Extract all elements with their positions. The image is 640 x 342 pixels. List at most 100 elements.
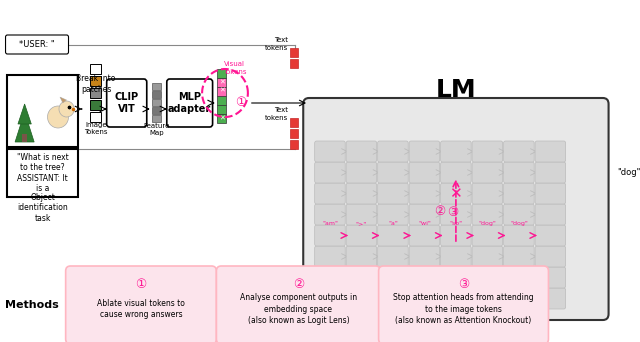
FancyBboxPatch shape: [472, 246, 502, 267]
Circle shape: [65, 104, 72, 112]
FancyBboxPatch shape: [472, 225, 502, 246]
FancyBboxPatch shape: [346, 183, 377, 204]
FancyBboxPatch shape: [440, 225, 471, 246]
Text: Break into
patches: Break into patches: [77, 74, 116, 94]
FancyBboxPatch shape: [217, 114, 227, 122]
FancyBboxPatch shape: [440, 204, 471, 225]
FancyBboxPatch shape: [440, 183, 471, 204]
FancyBboxPatch shape: [504, 267, 534, 288]
Text: "am": "am": [322, 221, 338, 226]
Text: ①: ①: [136, 278, 147, 291]
Text: Analyse component outputs in
embedding space
(also known as Logit Lens): Analyse component outputs in embedding s…: [240, 293, 357, 325]
FancyBboxPatch shape: [90, 100, 101, 110]
Text: Feature
Map: Feature Map: [143, 122, 170, 135]
FancyBboxPatch shape: [378, 183, 408, 204]
FancyBboxPatch shape: [535, 288, 566, 309]
FancyBboxPatch shape: [315, 267, 345, 288]
FancyBboxPatch shape: [315, 162, 345, 183]
Bar: [22, 134, 28, 142]
FancyBboxPatch shape: [152, 107, 161, 114]
FancyBboxPatch shape: [315, 141, 345, 162]
FancyBboxPatch shape: [346, 204, 377, 225]
Text: Visual
Tokens: Visual Tokens: [223, 62, 246, 75]
FancyBboxPatch shape: [504, 162, 534, 183]
FancyBboxPatch shape: [409, 267, 440, 288]
FancyBboxPatch shape: [346, 162, 377, 183]
Text: Image
Tokens: Image Tokens: [84, 122, 108, 135]
FancyBboxPatch shape: [107, 79, 147, 127]
FancyBboxPatch shape: [472, 267, 502, 288]
FancyBboxPatch shape: [440, 141, 471, 162]
FancyBboxPatch shape: [216, 266, 381, 342]
FancyBboxPatch shape: [535, 267, 566, 288]
Text: "a": "a": [388, 221, 398, 226]
Text: "so": "so": [449, 221, 463, 226]
FancyBboxPatch shape: [472, 288, 502, 309]
FancyBboxPatch shape: [8, 75, 78, 147]
FancyBboxPatch shape: [290, 129, 298, 138]
FancyBboxPatch shape: [217, 68, 227, 78]
FancyBboxPatch shape: [535, 141, 566, 162]
Text: ✕: ✕: [219, 88, 225, 94]
FancyBboxPatch shape: [535, 162, 566, 183]
FancyBboxPatch shape: [315, 183, 345, 204]
FancyBboxPatch shape: [217, 95, 227, 105]
Circle shape: [59, 101, 74, 117]
FancyBboxPatch shape: [315, 288, 345, 309]
FancyBboxPatch shape: [504, 225, 534, 246]
FancyBboxPatch shape: [535, 225, 566, 246]
Polygon shape: [15, 112, 34, 142]
Text: ③: ③: [458, 278, 469, 291]
FancyBboxPatch shape: [346, 288, 377, 309]
FancyBboxPatch shape: [90, 88, 101, 98]
FancyBboxPatch shape: [440, 267, 471, 288]
Text: ">": ">": [356, 221, 367, 226]
Text: ✕: ✕: [219, 79, 225, 85]
Text: Text
tokens: Text tokens: [265, 107, 288, 120]
FancyBboxPatch shape: [440, 246, 471, 267]
FancyBboxPatch shape: [6, 35, 68, 54]
FancyBboxPatch shape: [315, 225, 345, 246]
FancyBboxPatch shape: [504, 204, 534, 225]
FancyBboxPatch shape: [378, 225, 408, 246]
FancyBboxPatch shape: [409, 204, 440, 225]
FancyBboxPatch shape: [378, 162, 408, 183]
FancyBboxPatch shape: [378, 141, 408, 162]
FancyBboxPatch shape: [409, 288, 440, 309]
FancyBboxPatch shape: [378, 204, 408, 225]
FancyBboxPatch shape: [409, 162, 440, 183]
FancyBboxPatch shape: [379, 266, 548, 342]
FancyBboxPatch shape: [315, 246, 345, 267]
FancyBboxPatch shape: [504, 141, 534, 162]
Text: ✕: ✕: [449, 186, 462, 201]
FancyBboxPatch shape: [472, 141, 502, 162]
Text: ✕: ✕: [219, 115, 225, 121]
Polygon shape: [18, 104, 31, 124]
FancyBboxPatch shape: [440, 162, 471, 183]
Text: ③: ③: [447, 206, 459, 219]
FancyBboxPatch shape: [346, 246, 377, 267]
FancyBboxPatch shape: [378, 267, 408, 288]
FancyBboxPatch shape: [346, 225, 377, 246]
FancyBboxPatch shape: [535, 204, 566, 225]
Text: *USER: ": *USER: ": [19, 40, 55, 49]
FancyBboxPatch shape: [535, 246, 566, 267]
FancyBboxPatch shape: [409, 225, 440, 246]
FancyBboxPatch shape: [152, 115, 161, 122]
FancyBboxPatch shape: [217, 87, 227, 95]
FancyBboxPatch shape: [504, 246, 534, 267]
Text: "What is next
to the tree?
ASSISTANT: It
is a: "What is next to the tree? ASSISTANT: It…: [17, 153, 68, 193]
FancyBboxPatch shape: [504, 288, 534, 309]
FancyBboxPatch shape: [217, 78, 227, 87]
FancyBboxPatch shape: [378, 246, 408, 267]
Text: MLP
adapter: MLP adapter: [168, 92, 211, 114]
FancyBboxPatch shape: [472, 204, 502, 225]
FancyBboxPatch shape: [315, 204, 345, 225]
FancyBboxPatch shape: [167, 79, 212, 127]
Text: ②: ②: [435, 205, 446, 218]
FancyBboxPatch shape: [346, 141, 377, 162]
Text: "dog": "dog": [617, 168, 640, 177]
FancyBboxPatch shape: [504, 183, 534, 204]
FancyBboxPatch shape: [217, 105, 227, 114]
Text: LM: LM: [436, 78, 476, 102]
